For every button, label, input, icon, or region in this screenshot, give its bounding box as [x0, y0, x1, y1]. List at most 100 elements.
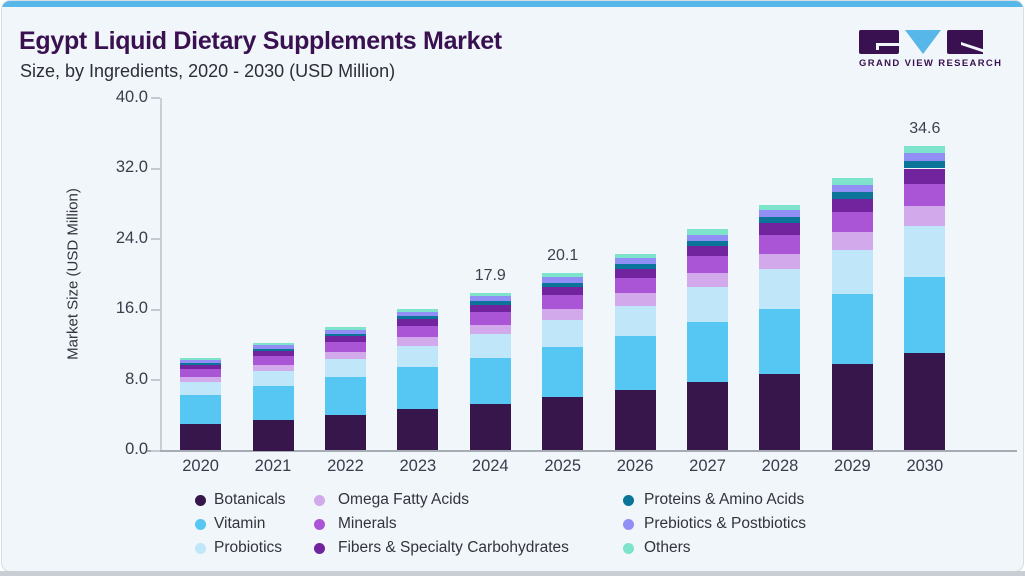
- bar-segment: [469, 324, 511, 334]
- bar-segment: [180, 359, 222, 363]
- y-tick-mark: [151, 167, 160, 170]
- y-axis-title: Market Size (USD Million): [64, 188, 82, 360]
- legend-swatch: [195, 494, 206, 506]
- bar-segment: [687, 229, 729, 235]
- bar-segment: [614, 253, 656, 259]
- bar-segment: [469, 296, 511, 302]
- grand-view-research-logo-icon: [859, 30, 983, 54]
- bar-segment: [831, 294, 873, 365]
- legend-swatch: [195, 518, 206, 530]
- bar-segment: [904, 161, 946, 169]
- bar-segment: [469, 403, 511, 451]
- bar-segment: [469, 357, 511, 404]
- bar-segment: [904, 276, 946, 353]
- bar-segment: [759, 373, 801, 451]
- brand-logo-text: GRAND VIEW RESEARCH: [859, 58, 1003, 69]
- bar-segment: [397, 345, 439, 367]
- bar-segment: [904, 352, 946, 451]
- bar-segment: [542, 294, 584, 309]
- bar-value-label: 17.9: [474, 266, 506, 284]
- bar-segment: [831, 192, 873, 199]
- bar-segment: [397, 337, 439, 346]
- bar-segment: [180, 424, 222, 451]
- bar-segment: [252, 345, 294, 349]
- x-tick-label: 2028: [761, 457, 799, 475]
- bar-segment: [904, 206, 946, 227]
- legend-label: Botanicals: [214, 491, 286, 508]
- bar-segment: [542, 397, 584, 451]
- x-axis-line: [147, 450, 1017, 452]
- legend-label: Prebiotics & Postbiotics: [644, 515, 806, 532]
- x-tick-label: 2025: [544, 457, 582, 475]
- x-tick-label: 2029: [834, 457, 871, 475]
- x-tick-label: 2023: [399, 457, 437, 475]
- bar-segment: [397, 325, 439, 338]
- bar-segment: [614, 258, 656, 265]
- page-title: Egypt Liquid Dietary Supplements Market: [19, 27, 502, 55]
- y-tick-label: 16.0: [115, 299, 148, 317]
- bar-segment: [687, 273, 729, 288]
- legend-swatch: [314, 542, 325, 554]
- bar-segment: [831, 232, 873, 251]
- bar-segment: [831, 198, 873, 213]
- bar-segment: [252, 419, 294, 451]
- bar-segment: [904, 152, 946, 162]
- bar-segment: [542, 308, 584, 320]
- bar-segment: [252, 386, 294, 420]
- bar-segment: [831, 178, 873, 185]
- bar-segment: [831, 184, 873, 193]
- bar-segment: [252, 364, 294, 371]
- bar-segment: [759, 308, 801, 374]
- bar-segment: [324, 341, 366, 353]
- bar-segment: [831, 250, 873, 295]
- bar-segment: [180, 362, 222, 365]
- bar-segment: [687, 256, 729, 274]
- bar-segment: [904, 183, 946, 207]
- bar-segment: [469, 333, 511, 358]
- x-tick-label: 2026: [616, 457, 654, 475]
- bar-segment: [542, 282, 584, 287]
- bar-segment: [180, 381, 222, 396]
- y-tick-mark: [151, 238, 160, 240]
- bar-segment: [904, 145, 946, 153]
- bar-segment: [180, 376, 222, 382]
- bar-segment: [252, 355, 294, 365]
- page-subtitle: Size, by Ingredients, 2020 - 2030 (USD M…: [20, 61, 396, 81]
- x-tick-label: 2027: [689, 457, 726, 475]
- legend-swatch: [314, 518, 325, 530]
- bar-segment: [252, 370, 294, 387]
- bar-segment: [759, 217, 801, 224]
- bar-segment: [397, 319, 439, 326]
- bar-segment: [614, 293, 656, 306]
- bar-value-label: 34.6: [909, 119, 941, 137]
- bar-segment: [397, 316, 439, 320]
- x-tick-label: 2021: [254, 457, 292, 475]
- y-tick-mark: [151, 379, 160, 381]
- bar-segment: [542, 277, 584, 283]
- bar-segment: [469, 311, 511, 325]
- bar-segment: [324, 414, 366, 451]
- y-tick-label: 0.0: [125, 440, 148, 458]
- bar-segment: [614, 264, 656, 269]
- bar-segment: [614, 305, 656, 337]
- bar-segment: [180, 368, 222, 377]
- y-axis-line: [160, 98, 162, 451]
- bar-segment: [614, 277, 656, 294]
- bar-segment: [687, 245, 729, 257]
- legend-swatch: [623, 494, 634, 506]
- bar-segment: [397, 311, 439, 317]
- legend-swatch: [623, 542, 634, 554]
- legend-swatch: [195, 542, 206, 554]
- bar-segment: [614, 336, 656, 391]
- bar-segment: [324, 336, 366, 342]
- x-tick-label: 2024: [471, 457, 509, 475]
- bar-segment: [252, 342, 294, 346]
- bar-segment: [542, 273, 584, 278]
- y-tick-label: 32.0: [115, 158, 148, 176]
- bar-segment: [687, 382, 729, 451]
- bar-segment: [324, 329, 366, 334]
- legend-label: Proteins & Amino Acids: [644, 491, 805, 508]
- bar-segment: [324, 359, 366, 378]
- bar-segment: [904, 168, 946, 184]
- bar-segment: [759, 253, 801, 270]
